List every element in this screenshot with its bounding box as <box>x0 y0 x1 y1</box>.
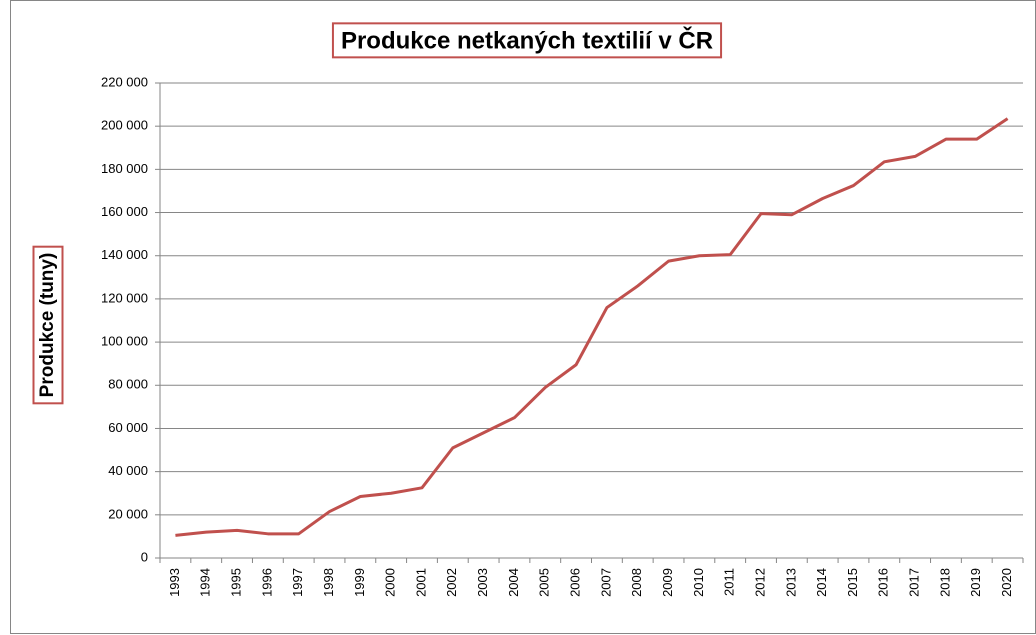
x-tick-label: 2007 <box>598 568 613 597</box>
x-tick-label: 1994 <box>198 568 213 597</box>
y-tick-label: 200 000 <box>101 118 148 133</box>
x-tick-label: 2011 <box>722 568 737 596</box>
y-axis-label: Produkce (tuny) <box>37 253 58 398</box>
x-tick-label: 2010 <box>691 568 706 597</box>
x-tick-label: 2004 <box>506 568 521 597</box>
x-tick-label: 2020 <box>999 568 1014 597</box>
x-tick-label: 2008 <box>629 568 644 597</box>
x-tick-label: 2014 <box>814 568 829 597</box>
y-tick-label: 160 000 <box>101 204 148 219</box>
x-tick-label: 1995 <box>228 568 243 597</box>
y-tick-label: 60 000 <box>108 420 148 435</box>
y-tick-label: 140 000 <box>101 247 148 262</box>
x-tick-label: 2009 <box>660 568 675 597</box>
x-tick-label: 1996 <box>259 568 274 597</box>
y-tick-label: 100 000 <box>101 334 148 349</box>
x-tick-label: 2003 <box>475 568 490 597</box>
y-tick-label: 0 <box>141 549 148 564</box>
x-tick-label: 2006 <box>568 568 583 597</box>
x-tick-label: 2013 <box>783 568 798 597</box>
x-tick-label: 2015 <box>845 568 860 597</box>
data-line <box>175 117 1009 537</box>
y-tick-label: 40 000 <box>108 463 148 478</box>
x-tick-label: 2002 <box>444 568 459 597</box>
chart-border <box>10 0 1036 634</box>
y-tick-label: 180 000 <box>101 161 148 176</box>
title-box <box>331 22 723 59</box>
x-tick-label: 2016 <box>876 568 891 597</box>
x-tick-label: 2019 <box>968 568 983 597</box>
x-tick-label: 1997 <box>290 568 305 597</box>
x-tick-label: 2005 <box>537 568 552 597</box>
y-tick-label: 220 000 <box>101 74 148 89</box>
x-tick-label: 2018 <box>937 568 952 597</box>
x-tick-label: 2001 <box>413 568 428 597</box>
y-tick-label: 80 000 <box>108 377 148 392</box>
x-tick-label: 1999 <box>352 568 367 597</box>
y-tick-label: 20 000 <box>108 506 148 521</box>
y-tick-label: 120 000 <box>101 290 148 305</box>
y-label-box <box>32 245 64 405</box>
x-tick-label: 2000 <box>383 568 398 597</box>
x-tick-label: 1998 <box>321 568 336 597</box>
x-tick-label: 2017 <box>907 568 922 597</box>
x-tick-label: 1993 <box>167 568 182 597</box>
chart-title: Produkce netkaných textilií v ČR <box>341 26 713 54</box>
x-tick-label: 2012 <box>752 568 767 597</box>
